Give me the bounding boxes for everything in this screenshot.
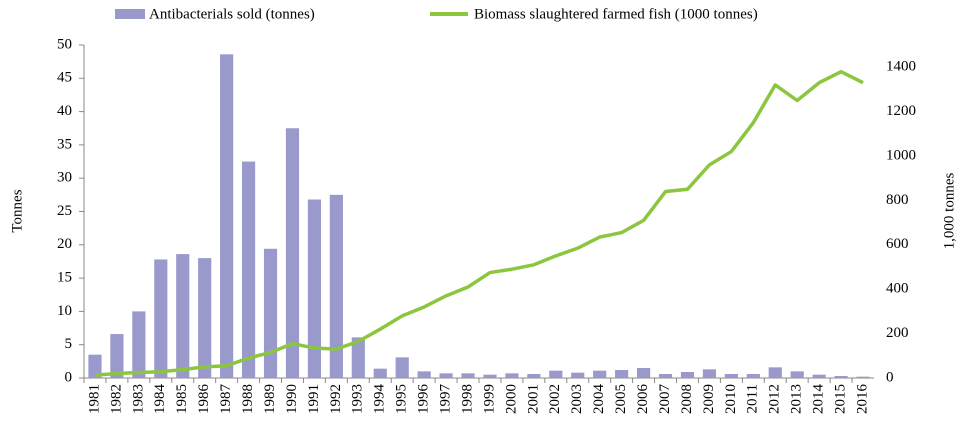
bar: [856, 376, 870, 378]
x-tick-label: 2008: [679, 384, 695, 414]
bar: [768, 367, 782, 378]
y2-tick-label: 1200: [886, 103, 916, 119]
bar: [417, 371, 431, 378]
x-tick-label: 1984: [152, 384, 168, 415]
bar: [680, 372, 695, 378]
x-tick-label: 1981: [86, 384, 102, 414]
x-tick-label: 1993: [350, 384, 366, 414]
y-tick-label: 50: [57, 36, 72, 52]
x-tick-label: 1998: [459, 384, 475, 414]
bar: [483, 374, 497, 378]
y2-tick-label: 400: [886, 281, 909, 297]
y-axis-label: Tonnes: [9, 189, 25, 232]
legend-label: Biomass slaughtered farmed fish (1000 to…: [474, 6, 758, 22]
bar: [702, 369, 716, 378]
y2-tick-label: 1000: [886, 147, 916, 163]
bar: [263, 248, 278, 378]
bar: [549, 370, 563, 378]
y2-tick-label: 0: [886, 369, 894, 385]
y-tick-label: 20: [57, 236, 72, 252]
bar: [132, 311, 146, 378]
x-tick-label: 1995: [394, 384, 410, 414]
y-tick-label: 0: [65, 369, 73, 385]
bar: [746, 374, 760, 378]
bar: [505, 373, 519, 378]
x-tick-label: 2006: [635, 384, 651, 415]
x-tick-label: 2009: [701, 384, 717, 414]
y2-tick-label: 200: [886, 325, 909, 341]
bar: [527, 374, 541, 378]
bar: [329, 194, 343, 378]
x-tick-label: 2007: [657, 384, 673, 415]
x-tick-label: 2012: [767, 384, 783, 414]
bar: [461, 373, 475, 378]
bar: [637, 368, 651, 378]
x-tick-label: 2003: [569, 384, 585, 414]
x-tick-label: 2005: [613, 384, 629, 414]
x-tick-label: 2002: [547, 384, 563, 414]
y-tick-label: 15: [57, 270, 72, 286]
x-tick-label: 2001: [525, 384, 541, 414]
bar: [790, 371, 804, 378]
x-tick-label: 1988: [240, 384, 256, 414]
y2-tick-label: 800: [886, 192, 909, 208]
y-tick-label: 10: [57, 303, 72, 319]
bar: [154, 259, 168, 378]
y-tick-label: 45: [57, 70, 72, 86]
x-tick-label: 2014: [811, 384, 827, 415]
bar: [242, 161, 256, 378]
x-tick-label: 1994: [372, 384, 388, 415]
bar: [812, 374, 826, 378]
bar: [88, 354, 102, 378]
y2-tick-label: 600: [886, 236, 909, 252]
bar: [615, 370, 629, 378]
bar: [658, 374, 673, 378]
bar: [307, 199, 321, 378]
x-tick-label: 2010: [723, 384, 739, 414]
x-tick-label: 2011: [745, 384, 761, 413]
bar: [176, 254, 190, 378]
x-tick-label: 1989: [262, 384, 278, 414]
bar: [395, 357, 409, 378]
x-tick-label: 2016: [854, 384, 870, 415]
bar: [724, 374, 738, 378]
y-tick-label: 5: [65, 336, 73, 352]
x-tick-label: 1999: [481, 384, 497, 414]
y2-axis-label: 1,000 tonnes: [941, 173, 957, 250]
x-tick-label: 1983: [130, 384, 146, 414]
y-tick-label: 25: [57, 203, 72, 219]
bar: [198, 258, 212, 378]
y2-tick-label: 1400: [886, 59, 916, 75]
x-tick-label: 1987: [218, 384, 234, 415]
bar: [834, 376, 848, 378]
legend-swatch: [115, 9, 145, 19]
x-tick-label: 2000: [503, 384, 519, 414]
x-tick-label: 1996: [416, 384, 432, 415]
x-tick-label: 1990: [284, 384, 300, 414]
x-tick-label: 1982: [108, 384, 124, 414]
bar: [351, 337, 365, 378]
bar: [110, 334, 124, 378]
x-tick-label: 1997: [438, 384, 454, 415]
bar: [285, 128, 300, 378]
x-tick-label: 1986: [196, 384, 212, 415]
x-tick-label: 1991: [306, 384, 322, 414]
bar: [571, 372, 585, 378]
legend-label: Antibacterials sold (tonnes): [149, 6, 315, 22]
y-tick-label: 30: [57, 170, 72, 186]
x-tick-label: 2013: [789, 384, 805, 414]
bar: [373, 368, 387, 378]
y-tick-label: 35: [57, 136, 72, 152]
y-tick-label: 40: [57, 103, 72, 119]
x-tick-label: 2015: [833, 384, 849, 414]
bar: [220, 54, 234, 378]
bar: [593, 370, 607, 378]
x-tick-label: 2004: [591, 384, 607, 415]
x-tick-label: 1985: [174, 384, 190, 414]
line: [94, 69, 864, 377]
x-tick-label: 1992: [328, 384, 344, 414]
bar: [439, 373, 453, 378]
